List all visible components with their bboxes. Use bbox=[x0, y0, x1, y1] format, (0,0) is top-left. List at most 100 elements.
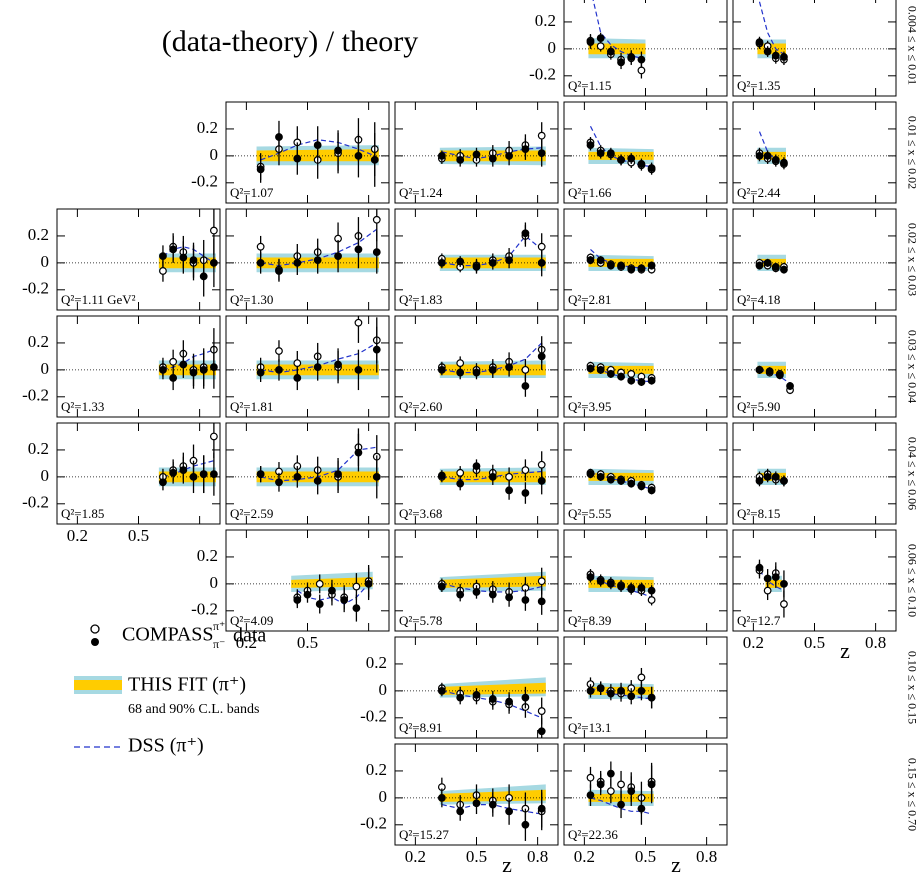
data-point bbox=[647, 586, 656, 595]
legend-dss-label: DSS (π⁺) bbox=[128, 735, 204, 757]
data-point bbox=[521, 596, 530, 604]
y-tick-label: 0.2 bbox=[28, 332, 49, 351]
data-point bbox=[537, 149, 546, 158]
data-point bbox=[521, 489, 530, 497]
data-point bbox=[780, 158, 788, 167]
data-point bbox=[763, 47, 772, 56]
data-point bbox=[771, 263, 780, 271]
data-point bbox=[606, 475, 615, 484]
data-point bbox=[627, 692, 636, 701]
x-axis-label: z bbox=[671, 852, 681, 877]
y-tick-label: 0.2 bbox=[535, 11, 556, 30]
q2-label: Q²=1.11 GeV² bbox=[61, 292, 136, 307]
data-point bbox=[606, 579, 615, 588]
data-point bbox=[596, 256, 605, 265]
data-point bbox=[354, 448, 363, 457]
dss-curve bbox=[759, 259, 785, 268]
panel bbox=[564, 468, 727, 495]
data-point bbox=[780, 600, 788, 608]
data-point bbox=[627, 376, 636, 385]
x-tick-label: 0.5 bbox=[804, 633, 825, 652]
data-point bbox=[617, 800, 625, 809]
dss-curve bbox=[759, 476, 785, 482]
data-point bbox=[179, 360, 188, 369]
data-point bbox=[456, 807, 465, 816]
data-point bbox=[755, 477, 764, 485]
data-point bbox=[596, 365, 605, 374]
data-point bbox=[488, 472, 497, 481]
q2-label: Q²=1.07 bbox=[230, 185, 274, 200]
panel bbox=[395, 777, 558, 841]
data-point bbox=[521, 229, 530, 238]
data-point bbox=[372, 215, 381, 224]
data-point bbox=[275, 347, 283, 355]
row-label: 0.03 ≤ x ≤ 0.04 bbox=[905, 330, 919, 403]
data-point bbox=[293, 374, 302, 382]
panel bbox=[226, 565, 389, 622]
data-point bbox=[771, 573, 780, 582]
data-point bbox=[763, 258, 772, 267]
y-tick-label: 0 bbox=[210, 145, 219, 164]
data-point bbox=[596, 34, 605, 42]
data-point bbox=[627, 479, 636, 488]
data-point bbox=[437, 365, 446, 374]
data-point bbox=[372, 472, 381, 481]
x-tick-label: 0.2 bbox=[236, 633, 257, 652]
y-tick-label: -0.2 bbox=[360, 814, 387, 833]
panel bbox=[226, 209, 389, 282]
panel bbox=[564, 361, 727, 387]
data-point bbox=[488, 365, 497, 374]
data-point bbox=[505, 256, 514, 265]
data-point bbox=[637, 55, 646, 64]
data-point bbox=[189, 472, 198, 481]
q2-label: Q²=3.95 bbox=[568, 399, 611, 414]
data-point bbox=[256, 470, 265, 479]
y-tick-label: -0.2 bbox=[22, 386, 49, 405]
data-point bbox=[456, 693, 465, 702]
y-tick-label: -0.2 bbox=[22, 493, 49, 512]
data-point bbox=[627, 53, 636, 61]
dss-curve bbox=[758, 131, 785, 164]
panel bbox=[226, 428, 389, 499]
legend-open-marker bbox=[90, 624, 100, 634]
y-tick-label: 0 bbox=[41, 252, 50, 271]
y-tick-label: -0.2 bbox=[191, 600, 218, 619]
x-tick-label: 0.8 bbox=[696, 847, 717, 866]
data-point bbox=[293, 359, 302, 368]
data-point bbox=[537, 597, 546, 606]
q2-label: Q²=12.7 bbox=[737, 613, 781, 628]
data-point bbox=[159, 267, 167, 275]
q2-label: Q²=1.15 bbox=[568, 78, 611, 93]
data-point bbox=[755, 38, 764, 47]
data-point bbox=[488, 590, 497, 599]
data-point bbox=[159, 478, 167, 487]
legend-band68 bbox=[74, 680, 122, 690]
panel bbox=[733, 559, 896, 618]
data-point bbox=[596, 684, 605, 693]
panel bbox=[564, 125, 727, 175]
panel bbox=[395, 567, 558, 615]
data-point bbox=[537, 804, 546, 813]
data-point bbox=[488, 695, 497, 703]
data-point bbox=[755, 365, 764, 374]
q2-label: Q²=8.39 bbox=[568, 613, 611, 628]
data-point bbox=[637, 482, 646, 491]
data-point bbox=[275, 267, 283, 275]
data-point bbox=[189, 256, 198, 265]
q2-label: Q²=1.35 bbox=[737, 78, 780, 93]
data-point bbox=[763, 151, 772, 160]
q2-label: Q²=2.60 bbox=[399, 399, 442, 414]
data-point bbox=[505, 697, 514, 706]
data-point bbox=[179, 466, 188, 475]
data-point bbox=[275, 133, 283, 141]
data-point bbox=[537, 477, 546, 485]
row-label: 0.15 ≤ x ≤ 0.70 bbox=[905, 758, 919, 831]
data-point bbox=[537, 577, 546, 586]
y-tick-label: 0 bbox=[41, 466, 50, 485]
data-point bbox=[521, 365, 530, 374]
data-point bbox=[521, 145, 530, 154]
data-point bbox=[505, 363, 514, 372]
data-point bbox=[763, 472, 772, 481]
data-point bbox=[159, 365, 167, 374]
